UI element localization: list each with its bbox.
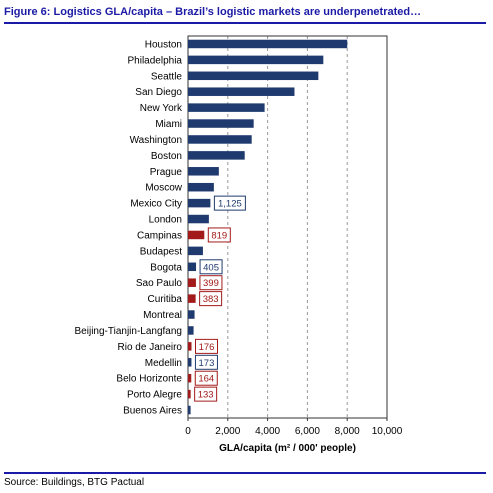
data-label: 1,125 (218, 199, 242, 210)
data-label: 405 (203, 262, 219, 273)
data-label-box (194, 354, 218, 370)
source-note: Source: Buildings, BTG Pactual (4, 477, 145, 488)
data-label: 383 (203, 294, 219, 305)
category-label: San Diego (135, 87, 182, 98)
data-label-box (199, 291, 223, 307)
bar (188, 405, 191, 415)
category-label: Houston (145, 39, 182, 50)
x-tick-label: 6,000 (295, 426, 320, 437)
category-label: Mexico City (130, 199, 182, 210)
title-rule (4, 22, 486, 24)
data-label: 819 (211, 230, 227, 241)
figure-title: Figure 6: Logistics GLA/capita – Brazil’… (4, 6, 422, 18)
data-label-box (194, 386, 218, 402)
data-label-box (207, 227, 231, 243)
bar (188, 278, 196, 287)
category-label: Buenos Aires (123, 406, 182, 417)
data-label: 399 (203, 278, 219, 289)
data-label: 173 (199, 358, 215, 369)
bar (188, 214, 209, 224)
gridlines (227, 36, 348, 418)
bar (188, 342, 192, 351)
bar (188, 262, 197, 272)
category-label: Washington (130, 135, 182, 146)
data-label-box (195, 338, 219, 354)
category-label: Porto Alegre (127, 390, 182, 401)
data-label-box (213, 195, 246, 211)
data-label: 176 (199, 342, 215, 353)
bar (188, 326, 194, 335)
data-label: 133 (198, 390, 214, 401)
bar (188, 230, 205, 240)
x-tick-label: 10,000 (372, 426, 403, 437)
bar (188, 71, 319, 81)
category-label: Budapest (140, 246, 182, 257)
x-tick-labels: 0 2,000 4,000 6,000 8,000 10,000 (185, 418, 403, 437)
bar (188, 373, 192, 383)
bar (188, 39, 348, 49)
data-label-box (199, 259, 223, 275)
bar (188, 167, 219, 176)
category-label: Seattle (151, 71, 183, 82)
bar (188, 389, 191, 399)
x-tick-label: 0 (185, 426, 191, 437)
data-labels: 1,125 819 405 399 383 176 173 164 133 (194, 195, 246, 402)
data-label-box (199, 275, 223, 291)
category-label: London (149, 215, 182, 226)
x-tick-label: 8,000 (335, 426, 360, 437)
category-label: Moscow (145, 183, 182, 194)
category-label: Montreal (143, 310, 182, 321)
category-label: New York (140, 103, 183, 114)
plot-frame (187, 35, 388, 419)
category-label: Curitiba (148, 294, 183, 305)
bar (188, 310, 195, 319)
bar (188, 151, 245, 160)
x-axis-label: GLA/capita (m² / 000' people) (219, 443, 356, 454)
category-labels: Houston Philadelphia Seattle San Diego New Y… (75, 39, 183, 416)
bar (188, 294, 196, 303)
bars (188, 39, 348, 415)
bar (188, 182, 214, 192)
category-label: Boston (151, 151, 182, 162)
category-label: Rio de Janeiro (118, 342, 183, 353)
bar (188, 198, 211, 208)
category-label: Philadelphia (128, 55, 183, 66)
category-label: Bogota (150, 262, 182, 273)
data-label-box (194, 370, 218, 386)
x-tick-label: 4,000 (255, 426, 280, 437)
category-label: Sao Paulo (136, 278, 183, 289)
bar (188, 103, 265, 112)
bar (188, 358, 192, 367)
bar (188, 119, 254, 128)
bar (188, 246, 203, 256)
bar (188, 87, 295, 96)
x-tick-label: 2,000 (215, 426, 240, 437)
category-label: Belo Horizonte (116, 374, 182, 385)
category-label: Campinas (137, 230, 182, 241)
category-label: Medellin (145, 358, 182, 369)
category-label: Prague (150, 167, 183, 178)
bar (188, 135, 252, 144)
bar (188, 55, 324, 65)
data-label: 164 (198, 374, 214, 385)
category-label: Beijing-Tianjin-Langfang (75, 326, 182, 337)
bottom-rule (4, 472, 486, 474)
category-label: Miami (155, 119, 182, 130)
